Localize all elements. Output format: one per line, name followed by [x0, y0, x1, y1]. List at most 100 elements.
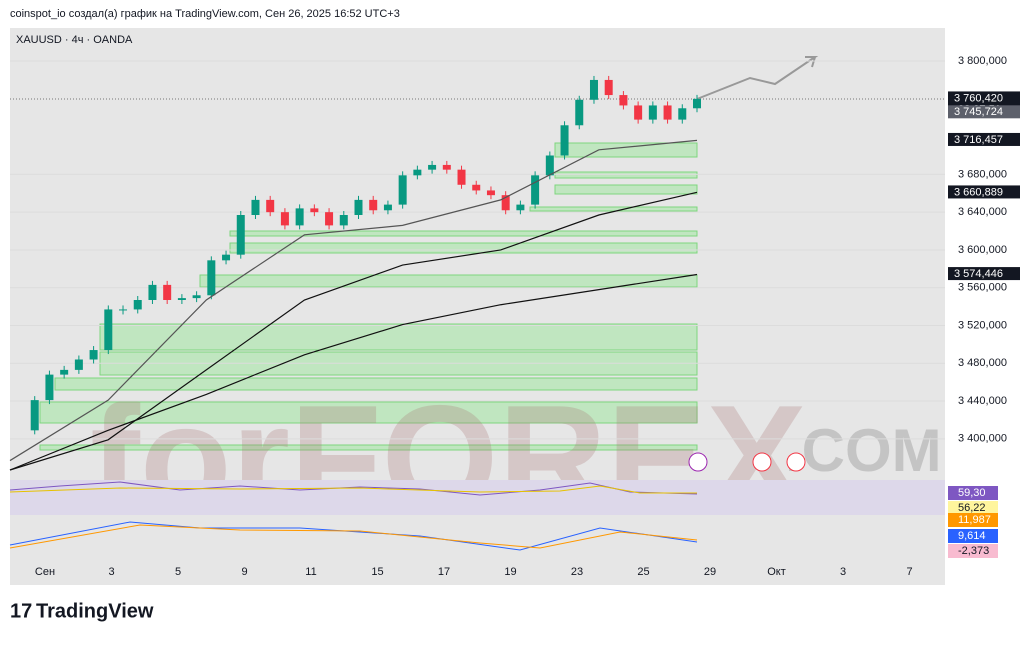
candle: [60, 369, 69, 375]
zone: [54, 377, 698, 391]
indicator-label: 9,614: [958, 530, 986, 542]
x-tick-label: 29: [704, 566, 716, 578]
candle: [531, 175, 540, 205]
rsi-ma: [9, 485, 697, 494]
candle: [619, 95, 628, 106]
x-tick-label: 23: [571, 566, 583, 578]
candle: [634, 105, 643, 120]
macd-signal: [9, 524, 698, 549]
event-icon[interactable]: [752, 452, 772, 472]
candle: [119, 309, 128, 311]
brand-mark: 17: [10, 600, 32, 622]
macd-line: [9, 521, 698, 551]
y-tick-label: 3 440,000: [958, 395, 1007, 407]
candle: [177, 298, 186, 300]
zone: [229, 242, 698, 254]
zone: [39, 401, 698, 424]
indicator-label: 56,22: [958, 502, 986, 514]
y-tick-label: 3 480,000: [958, 357, 1007, 369]
candle: [398, 175, 407, 205]
indicator-label: -2,373: [958, 545, 989, 557]
y-tick-label: 3 640,000: [958, 206, 1007, 218]
zone: [554, 171, 698, 179]
y-tick-label: 3 400,000: [958, 433, 1007, 445]
candle: [442, 164, 451, 170]
candle: [575, 99, 584, 126]
y-tick-label: 3 560,000: [958, 282, 1007, 294]
candle: [413, 169, 422, 176]
candle: [678, 108, 687, 120]
x-tick-label: 17: [438, 566, 450, 578]
zone: [529, 206, 698, 212]
candle: [457, 169, 466, 185]
indicator-label: 11,987: [958, 514, 991, 526]
x-tick-label: 3: [840, 566, 846, 578]
candle: [383, 204, 392, 211]
candle: [207, 260, 216, 296]
candle: [148, 284, 157, 300]
watermark-suffix: .COM: [785, 417, 942, 484]
y-tick-label: 3 680,000: [958, 168, 1007, 180]
brand-logo: TradingView: [36, 600, 154, 622]
indicator-tag: [948, 501, 998, 515]
y-tick-label: 3 800,000: [958, 55, 1007, 67]
zone: [39, 444, 698, 451]
candle: [104, 309, 113, 351]
y-tick-label: 3 520,000: [958, 319, 1007, 331]
candle: [163, 284, 172, 300]
event-icon[interactable]: [688, 452, 708, 472]
price-tag-label: 3 574,446: [954, 268, 1003, 280]
header: coinspot_io создал(а) график на TradingV…: [10, 8, 400, 20]
rsi-line: [9, 481, 698, 496]
candle: [501, 195, 510, 211]
indicator-tag: [948, 529, 998, 543]
x-tick-label: 9: [241, 566, 247, 578]
candle: [545, 155, 554, 176]
candle: [369, 199, 378, 211]
candle: [251, 199, 260, 215]
x-tick-label: 7: [906, 566, 912, 578]
candle: [428, 164, 437, 170]
candle: [45, 374, 54, 401]
x-tick-label: 5: [175, 566, 181, 578]
zone: [554, 142, 698, 158]
arrow: [696, 56, 819, 100]
candle: [663, 105, 672, 120]
candle: [236, 215, 245, 255]
moving-average: [9, 139, 698, 462]
candle: [133, 300, 142, 310]
indicator-tag: [948, 486, 998, 500]
x-tick-label: Окт: [767, 566, 786, 578]
price-tag-label: 3 660,889: [954, 186, 1003, 198]
candle: [354, 199, 363, 215]
price-tag-label: 3 716,457: [954, 134, 1003, 146]
candle: [693, 98, 701, 109]
zone: [554, 184, 698, 195]
price-tag-label: 3 760,420: [954, 92, 1003, 104]
candle: [30, 400, 39, 431]
candle: [560, 125, 569, 156]
moving-average: [9, 191, 698, 471]
candle: [89, 350, 98, 360]
candle: [74, 359, 83, 370]
rsi-pane: [10, 480, 945, 515]
zone: [229, 230, 698, 237]
moving-average: [9, 273, 698, 471]
candle: [266, 199, 275, 213]
zone: [99, 323, 698, 351]
candle: [516, 204, 525, 211]
price-tag: [948, 185, 1020, 199]
event-icon[interactable]: [786, 452, 806, 472]
price-tag: [948, 132, 1020, 146]
indicator-tag: [948, 513, 998, 527]
x-tick-label: 19: [504, 566, 516, 578]
x-tick-label: 25: [637, 566, 649, 578]
zone: [199, 274, 698, 288]
candle: [648, 105, 657, 120]
candle: [310, 208, 319, 213]
candle: [604, 79, 613, 96]
symbol: XAUUSD · 4ч · OANDA: [16, 34, 133, 46]
price-tag-label: 3 745,724: [954, 106, 1003, 118]
candle: [295, 208, 304, 226]
x-tick-label: 11: [305, 566, 316, 578]
